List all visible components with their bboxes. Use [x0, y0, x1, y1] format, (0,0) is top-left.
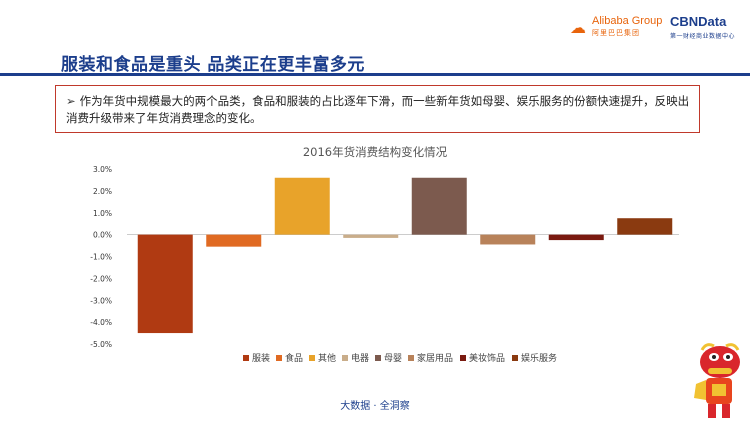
bar-4 [343, 234, 399, 238]
chart-svg: 2016年货消费结构变化情况 3.0% 2.0% 1.0% 0.0% -1.0% -2.0%… [90, 145, 679, 364]
cbndata-logo-text: CBNData [670, 14, 727, 29]
y-tick-label: 0.0% [93, 231, 112, 240]
alibaba-logo-subtitle: 阿里巴巴集团 [592, 29, 640, 37]
y-tick-label: -2.0% [90, 274, 112, 283]
legend-swatch [375, 355, 381, 361]
bar-7 [548, 234, 604, 241]
summary-callout: ➢ 作为年货中规模最大的两个品类，食品和服装的占比逐年下滑，而一些新年货如母婴、娱… [55, 85, 700, 133]
legend-swatch [460, 355, 466, 361]
y-tick-label: -1.0% [90, 253, 112, 262]
bar-5 [411, 177, 467, 235]
bar-6 [480, 234, 536, 245]
lion-dance-mascot-icon [686, 340, 750, 421]
legend-label: 食品 [285, 352, 303, 364]
bar-2 [206, 234, 262, 247]
bar-chart: 2016年货消费结构变化情况 3.0% 2.0% 1.0% 0.0% -1.0% -2.0%… [0, 140, 750, 380]
bullet-icon: ➢ [66, 94, 76, 108]
legend-label: 电器 [351, 352, 369, 364]
y-tick-label: -4.0% [90, 318, 112, 327]
legend-swatch [512, 355, 518, 361]
legend-label: 家居用品 [417, 352, 453, 364]
footer-tagline: 大数据 · 全洞察 [340, 401, 410, 412]
y-tick-label: 2.0% [93, 187, 112, 196]
y-tick-label: 1.0% [93, 209, 112, 218]
legend-label: 美妆饰品 [469, 352, 505, 364]
legend-swatch [243, 355, 249, 361]
legend-label: 娱乐服务 [521, 352, 557, 364]
header: 服装和食品是重头 品类正在更丰富多元 ☁ Alibaba Group 阿里巴巴集… [0, 0, 750, 78]
legend-label: 母婴 [384, 353, 402, 364]
legend-swatch [276, 355, 282, 361]
callout-text: 作为年货中规模最大的两个品类，食品和服装的占比逐年下滑，而一些新年货如母婴、娱乐… [66, 94, 690, 125]
alibaba-logo-text: Alibaba Group [592, 15, 663, 27]
callout-text-block: ➢ 作为年货中规模最大的两个品类，食品和服装的占比逐年下滑，而一些新年货如母婴、娱… [66, 93, 691, 127]
alibaba-logo-icon: ☁ [570, 18, 586, 37]
cbndata-logo-subtitle: 第一财经商业数据中心 [670, 33, 736, 40]
y-tick-label: -5.0% [90, 340, 112, 349]
page-title: 服装和食品是重头 品类正在更丰富多元 [61, 55, 365, 75]
bar-1 [137, 234, 193, 334]
legend-swatch [342, 355, 348, 361]
legend-swatch [309, 355, 315, 361]
y-tick-label: 3.0% [93, 165, 112, 174]
bar-8 [617, 218, 673, 235]
legend-label: 其他 [318, 352, 336, 364]
cbndata-logo: CBNData 第一财经商业数据中心 [670, 14, 745, 43]
alibaba-logo: ☁ Alibaba Group 阿里巴巴集团 [570, 15, 670, 43]
chart-title: 2016年货消费结构变化情况 [303, 145, 448, 159]
legend-label: 服装 [252, 352, 270, 364]
title-divider [0, 73, 750, 76]
legend-swatch [408, 355, 414, 361]
bar-3 [274, 177, 330, 235]
y-tick-label: -3.0% [90, 296, 112, 305]
